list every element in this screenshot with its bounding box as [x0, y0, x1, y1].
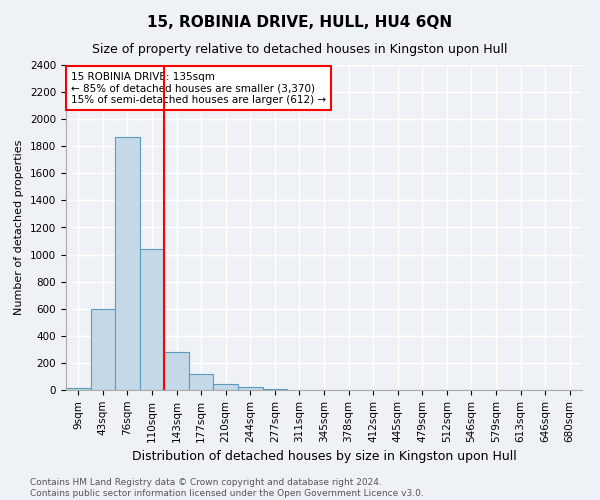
- Bar: [189, 374, 214, 390]
- Bar: [140, 249, 164, 390]
- Bar: [164, 352, 189, 390]
- Bar: [115, 137, 140, 390]
- Text: 15 ROBINIA DRIVE: 135sqm
← 85% of detached houses are smaller (3,370)
15% of sem: 15 ROBINIA DRIVE: 135sqm ← 85% of detach…: [71, 72, 326, 104]
- Bar: [66, 388, 91, 390]
- Text: Contains HM Land Registry data © Crown copyright and database right 2024.
Contai: Contains HM Land Registry data © Crown c…: [30, 478, 424, 498]
- Bar: [263, 388, 287, 390]
- Bar: [238, 388, 263, 390]
- Text: 15, ROBINIA DRIVE, HULL, HU4 6QN: 15, ROBINIA DRIVE, HULL, HU4 6QN: [148, 15, 452, 30]
- Y-axis label: Number of detached properties: Number of detached properties: [14, 140, 25, 315]
- X-axis label: Distribution of detached houses by size in Kingston upon Hull: Distribution of detached houses by size …: [131, 450, 517, 463]
- Bar: [214, 384, 238, 390]
- Bar: [91, 308, 115, 390]
- Text: Size of property relative to detached houses in Kingston upon Hull: Size of property relative to detached ho…: [92, 42, 508, 56]
